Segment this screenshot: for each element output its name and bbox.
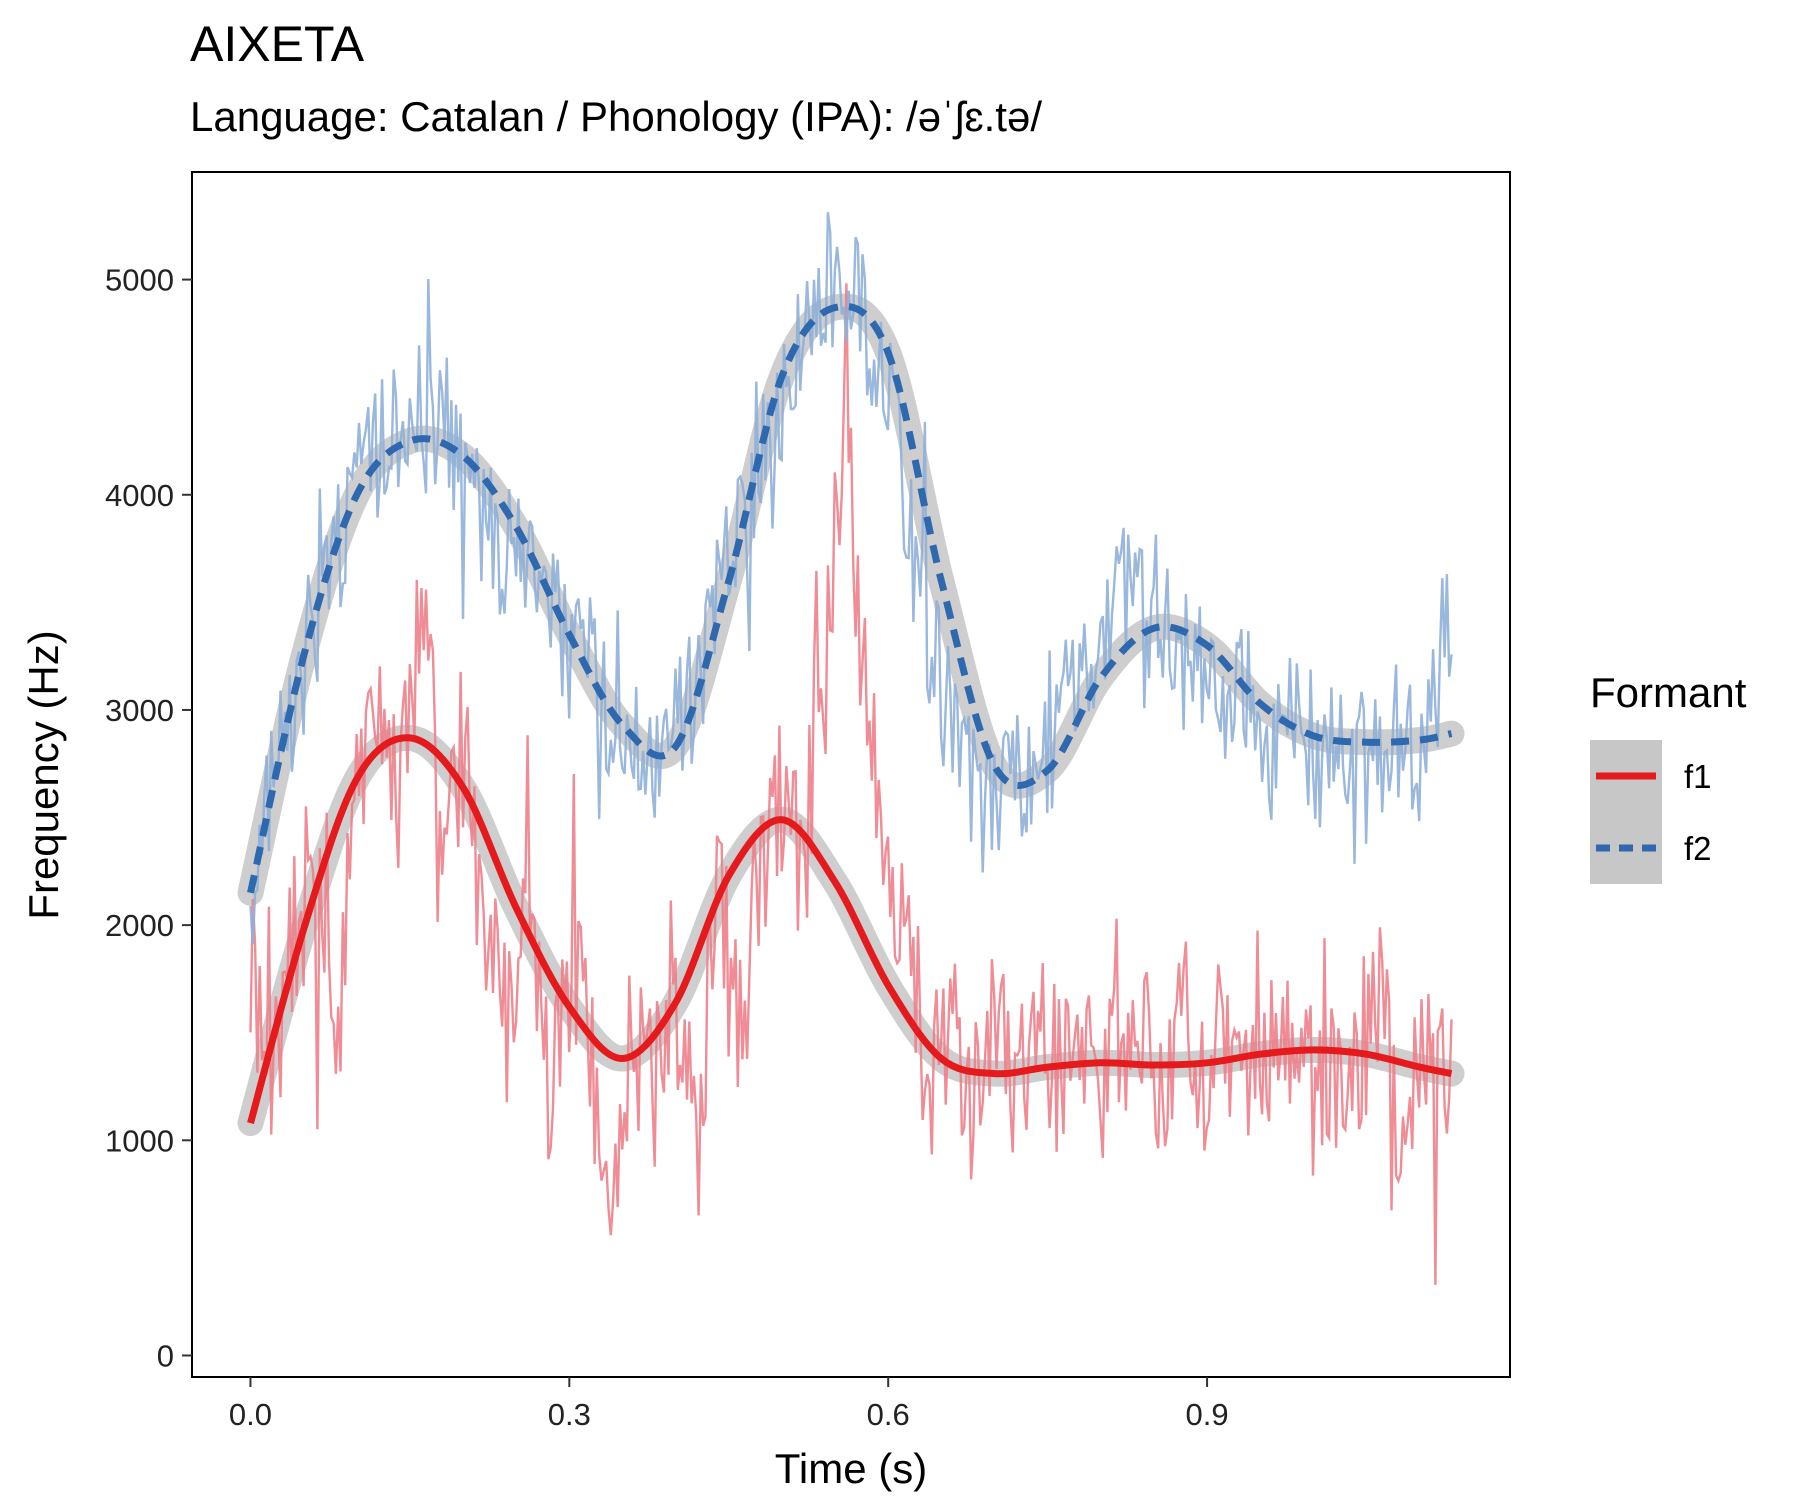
legend: Formant f1 f2 (1590, 669, 1747, 884)
legend-title: Formant (1590, 669, 1747, 716)
y-axis: 0 1000 2000 3000 4000 5000 (105, 263, 192, 1373)
y-tick-label: 1000 (105, 1123, 174, 1158)
plot-panel-border (191, 171, 1511, 1378)
y-axis-title: Frequency (Hz) (20, 630, 67, 919)
y-tick-label: 4000 (105, 478, 174, 513)
x-tick-label: 0.3 (548, 1397, 591, 1432)
chart-subtitle: Language: Catalan / Phonology (IPA): /əˈ… (190, 93, 1042, 140)
chart-title: AIXETA (190, 16, 365, 72)
smooth-lines-layer (247, 302, 1453, 1125)
y-tick-label: 5000 (105, 263, 174, 298)
x-tick-label: 0.6 (867, 1397, 910, 1432)
y-tick-label: 3000 (105, 693, 174, 728)
y-tick-label: 0 (157, 1338, 174, 1373)
y-tick-label: 2000 (105, 908, 174, 943)
smooth-line-f1 (247, 734, 1453, 1125)
legend-label-f2: f2 (1684, 830, 1712, 867)
x-axis: 0.0 0.3 0.6 0.9 (229, 1377, 1229, 1432)
x-tick-label: 0.0 (229, 1397, 272, 1432)
legend-key-f1 (1590, 740, 1662, 812)
legend-label-f1: f1 (1684, 758, 1712, 795)
x-axis-title: Time (s) (775, 1445, 927, 1492)
smooth-line-f2 (247, 302, 1453, 894)
legend-key-f2 (1590, 812, 1662, 884)
x-tick-label: 0.9 (1186, 1397, 1229, 1432)
raw-trace-f2 (249, 212, 1453, 945)
